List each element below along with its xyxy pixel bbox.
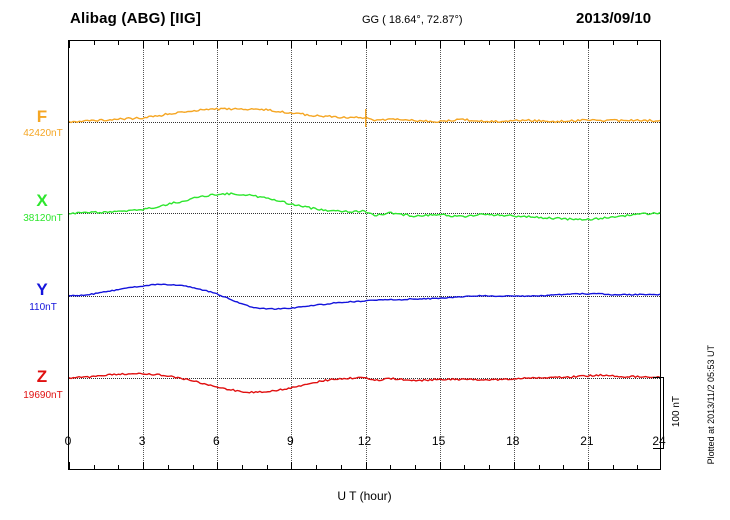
trace-f	[69, 107, 661, 124]
component-baseline-x: 38120nT	[23, 213, 63, 224]
xtick-top-minor-16	[464, 41, 466, 45]
xtick-top-minor-19	[538, 41, 540, 45]
xtick-minor-4	[167, 465, 169, 469]
xtick-top-minor-13	[390, 41, 392, 45]
xtick-top-12	[365, 41, 367, 48]
xtick-6	[217, 462, 219, 469]
baseline-f	[69, 122, 660, 123]
x-axis-title: U T (hour)	[337, 489, 392, 503]
scale-bar-cap-bottom	[653, 448, 664, 449]
component-baseline-f: 42420nT	[23, 128, 63, 139]
scale-bar-cap-top	[653, 377, 664, 378]
xtick-top-minor-5	[192, 41, 194, 45]
xtick-minor-17	[489, 465, 491, 469]
xtick-label-21: 21	[580, 434, 594, 448]
scale-bar-line	[663, 377, 664, 449]
xtick-label-6: 6	[212, 434, 220, 448]
scale-bar-label: 100 nT	[671, 396, 682, 428]
xtick-top-minor-11	[340, 41, 342, 45]
xtick-3	[143, 462, 145, 469]
baseline-x	[69, 213, 660, 214]
xtick-minor-7	[242, 465, 243, 469]
gridline-15h	[439, 41, 441, 469]
gridline-12h	[365, 41, 367, 469]
xtick-top-minor-4	[167, 41, 169, 45]
baseline-y	[69, 296, 660, 297]
xtick-label-24: 24	[652, 434, 666, 448]
xtick-minor-16	[464, 465, 466, 469]
xtick-label-18: 18	[506, 434, 520, 448]
xtick-minor-20	[563, 465, 565, 469]
xtick-minor-2	[118, 465, 120, 469]
plotted-timestamp: Plotted at 2013/11/2 05:53 UT	[706, 345, 716, 465]
xtick-minor-23	[637, 465, 639, 469]
xtick-minor-19	[538, 465, 540, 469]
xtick-12	[365, 462, 367, 469]
component-baseline-z: 19690nT	[23, 390, 63, 401]
xtick-top-minor-14	[414, 41, 416, 45]
magnetogram-plot	[68, 40, 661, 470]
xtick-label-12: 12	[357, 434, 372, 448]
xtick-top-24	[660, 41, 661, 48]
xtick-21	[587, 462, 589, 469]
xtick-18	[513, 462, 515, 469]
xtick-label-9: 9	[287, 434, 294, 448]
xtick-top-minor-7	[242, 41, 243, 45]
xtick-top-minor-20	[563, 41, 565, 45]
gridline-18h	[513, 41, 515, 469]
xtick-9	[291, 462, 293, 469]
xtick-top-minor-23	[637, 41, 639, 45]
xtick-top-minor-22	[612, 41, 614, 45]
observation-date: 2013/09/10	[576, 10, 652, 27]
gridline-21h	[587, 41, 589, 469]
xtick-top-minor-8	[266, 41, 268, 45]
xtick-top-minor-10	[316, 41, 318, 45]
baseline-z	[69, 378, 660, 379]
xtick-top-minor-1	[93, 41, 95, 45]
trace-x	[69, 192, 661, 221]
component-label-z: Z	[36, 367, 48, 386]
gridline-9h	[291, 41, 293, 469]
page-title: Alibag (ABG) [IIG]	[70, 10, 202, 27]
component-baseline-y: 110nT	[29, 302, 57, 313]
xtick-top-9	[291, 41, 293, 48]
xtick-top-18	[513, 41, 515, 48]
xtick-minor-1	[93, 465, 95, 469]
xtick-24	[660, 462, 661, 469]
xtick-minor-11	[340, 465, 342, 469]
xtick-minor-14	[414, 465, 416, 469]
scale-bar	[653, 377, 685, 449]
gridline-6h	[217, 41, 219, 469]
xtick-minor-22	[612, 465, 614, 469]
trace-canvas	[69, 107, 661, 394]
gridline-3h	[143, 41, 145, 469]
xtick-0	[69, 462, 70, 469]
xtick-minor-8	[266, 465, 268, 469]
xtick-top-minor-17	[489, 41, 491, 45]
xtick-minor-10	[316, 465, 318, 469]
xtick-top-minor-2	[118, 41, 120, 45]
xtick-top-15	[439, 41, 441, 48]
component-label-f: F	[36, 107, 48, 126]
xtick-top-21	[587, 41, 589, 48]
xtick-label-15: 15	[431, 434, 446, 448]
xtick-minor-5	[192, 465, 194, 469]
trace-z	[69, 372, 661, 394]
xtick-15	[439, 462, 441, 469]
xtick-minor-13	[390, 465, 392, 469]
geographic-coordinates: GG ( 18.64°, 72.87°)	[362, 14, 463, 26]
xtick-label-0: 0	[64, 434, 72, 448]
xtick-top-3	[143, 41, 145, 48]
xtick-top-0	[69, 41, 70, 48]
component-label-x: X	[36, 191, 48, 210]
xtick-top-6	[217, 41, 219, 48]
trace-y	[69, 283, 661, 310]
xtick-label-3: 3	[138, 434, 146, 448]
component-label-y: Y	[36, 280, 48, 299]
